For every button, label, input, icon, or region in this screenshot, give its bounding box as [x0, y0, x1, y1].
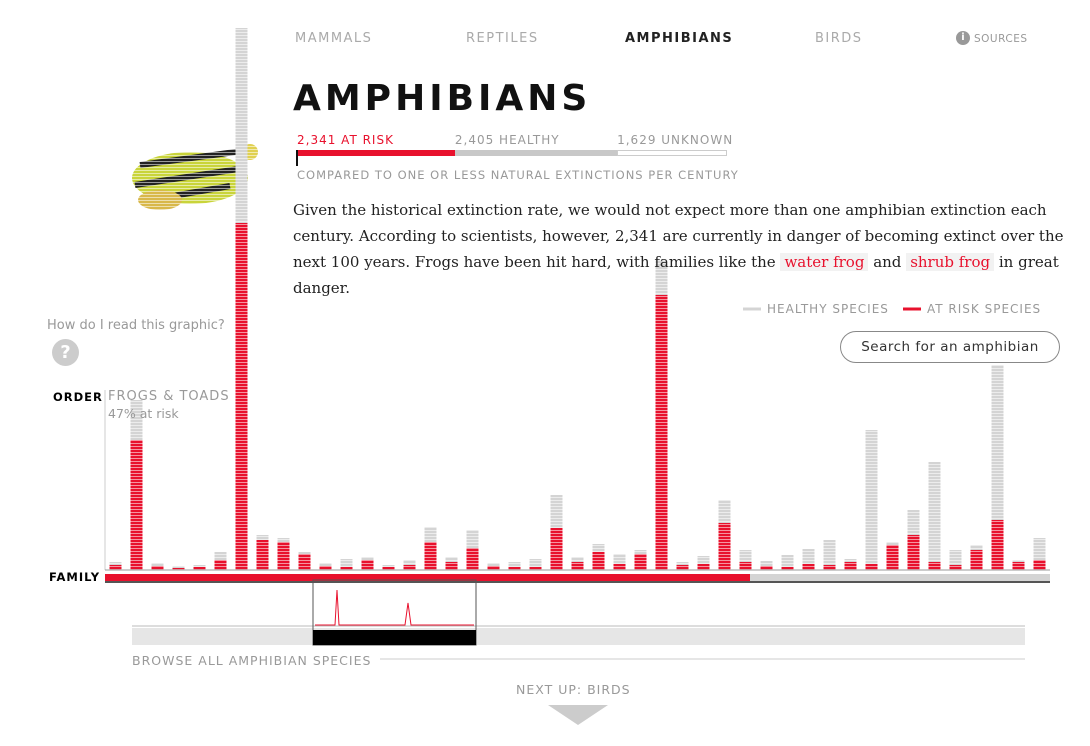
intro-text: Given the historical extinction rate, we… — [293, 197, 1083, 301]
legend-label: HEALTHY SPECIES — [767, 302, 889, 316]
intro-part: Given the historical extinction rate, we… — [293, 201, 1064, 271]
info-icon[interactable]: i — [956, 31, 970, 45]
legend-label: AT RISK SPECIES — [927, 302, 1041, 316]
minimap-spark — [315, 589, 474, 626]
help-icon[interactable]: ? — [52, 339, 79, 366]
minimap-handle — [313, 630, 476, 645]
nav-amphibians[interactable]: AMPHIBIANS — [625, 31, 734, 46]
stat-bar — [454, 150, 618, 156]
family-label: FAMILY — [49, 570, 101, 584]
stat-label: 1,629 UNKNOWN — [617, 133, 734, 147]
stat-label: 2,341 AT RISK — [297, 133, 394, 147]
intro-part: in great danger. — [293, 253, 1059, 297]
family-band-healthy — [750, 574, 1050, 582]
species-link: shrub frog — [906, 253, 995, 271]
nav-reptiles[interactable]: REPTILES — [466, 31, 539, 46]
tooltip-subtitle: 47% at risk — [108, 406, 179, 421]
next-arrow — [548, 705, 608, 725]
stripe-overlay — [105, 25, 1050, 570]
help-text[interactable]: How do I read this graphic? — [47, 318, 225, 333]
search-button[interactable]: Search for an amphibian — [840, 331, 1060, 363]
stat-bar — [297, 150, 455, 156]
caption: COMPARED TO ONE OR LESS NATURAL EXTINCTI… — [297, 168, 739, 182]
nav-mammals[interactable]: MAMMALS — [295, 31, 373, 46]
nav-sources[interactable]: SOURCES — [974, 33, 1028, 45]
minimap-track — [132, 628, 1025, 645]
nav-birds[interactable]: BIRDS — [815, 31, 863, 46]
stat-tick — [296, 150, 298, 166]
page-title: AMPHIBIANS — [293, 78, 592, 119]
intro-part: and — [868, 253, 907, 271]
species-link: water frog — [780, 253, 869, 271]
next-label[interactable]: NEXT UP: BIRDS — [516, 682, 631, 697]
stat-label: 2,405 HEALTHY — [454, 133, 560, 147]
stat-bar — [617, 150, 727, 156]
family-band-risk — [105, 574, 750, 582]
browse-label[interactable]: BROWSE ALL AMPHIBIAN SPECIES — [132, 653, 372, 668]
order-label: ORDER — [53, 390, 103, 404]
tooltip-title: FROGS & TOADS — [108, 389, 230, 404]
